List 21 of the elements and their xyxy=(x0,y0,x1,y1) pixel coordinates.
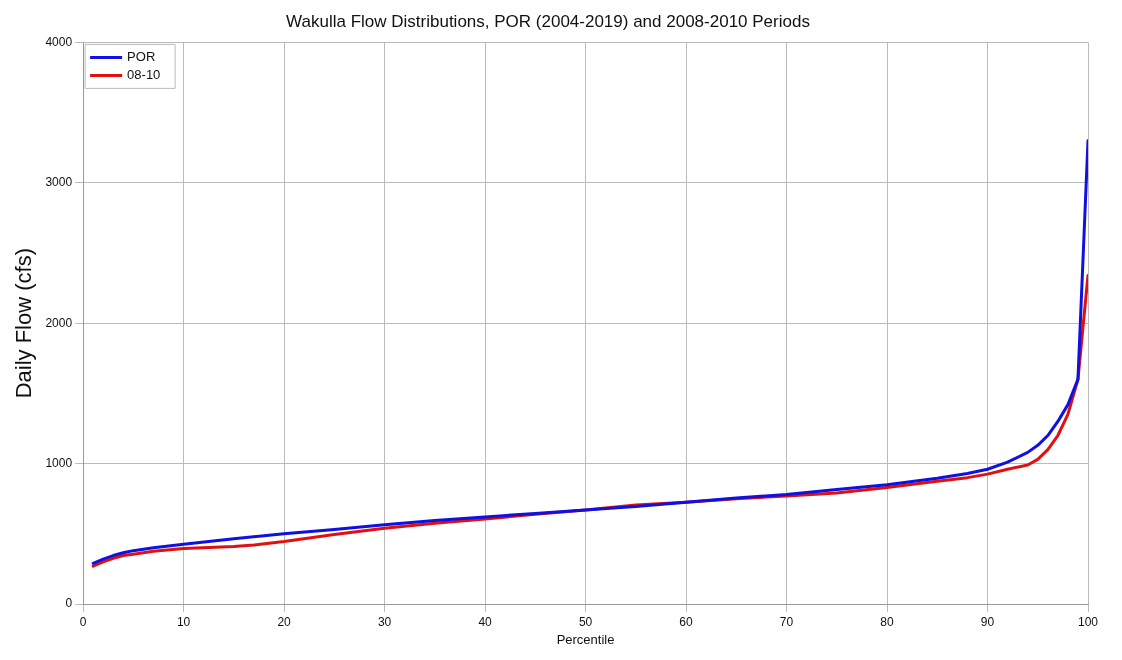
y-axis-title: Daily Flow (cfs) xyxy=(11,248,37,399)
x-tick-label: 90 xyxy=(980,614,995,629)
legend-label: POR xyxy=(127,48,156,64)
x-tick-label: 30 xyxy=(377,614,392,629)
chart-title: Wakulla Flow Distributions, POR (2004-2019) and 2008-2010 Periods xyxy=(286,11,810,31)
y-tick-label: 3000 xyxy=(45,175,73,190)
y-tick-label: 2000 xyxy=(45,315,73,330)
legend-label: 08-10 xyxy=(127,66,161,82)
x-tick-label: 70 xyxy=(779,614,794,629)
x-tick-label: 40 xyxy=(478,614,493,629)
x-tick-label: 20 xyxy=(277,614,292,629)
y-tick-label: 0 xyxy=(65,596,73,611)
x-tick-label: 60 xyxy=(679,614,694,629)
x-tick-label: 100 xyxy=(1077,614,1099,629)
x-tick-label: 10 xyxy=(176,614,191,629)
y-tick-label: 1000 xyxy=(45,455,73,470)
y-tick-label: 4000 xyxy=(45,34,73,49)
x-tick-label: 50 xyxy=(578,614,593,629)
x-tick-label: 80 xyxy=(880,614,895,629)
x-tick-label: 0 xyxy=(79,614,87,629)
x-axis-title: Percentile xyxy=(556,631,615,647)
